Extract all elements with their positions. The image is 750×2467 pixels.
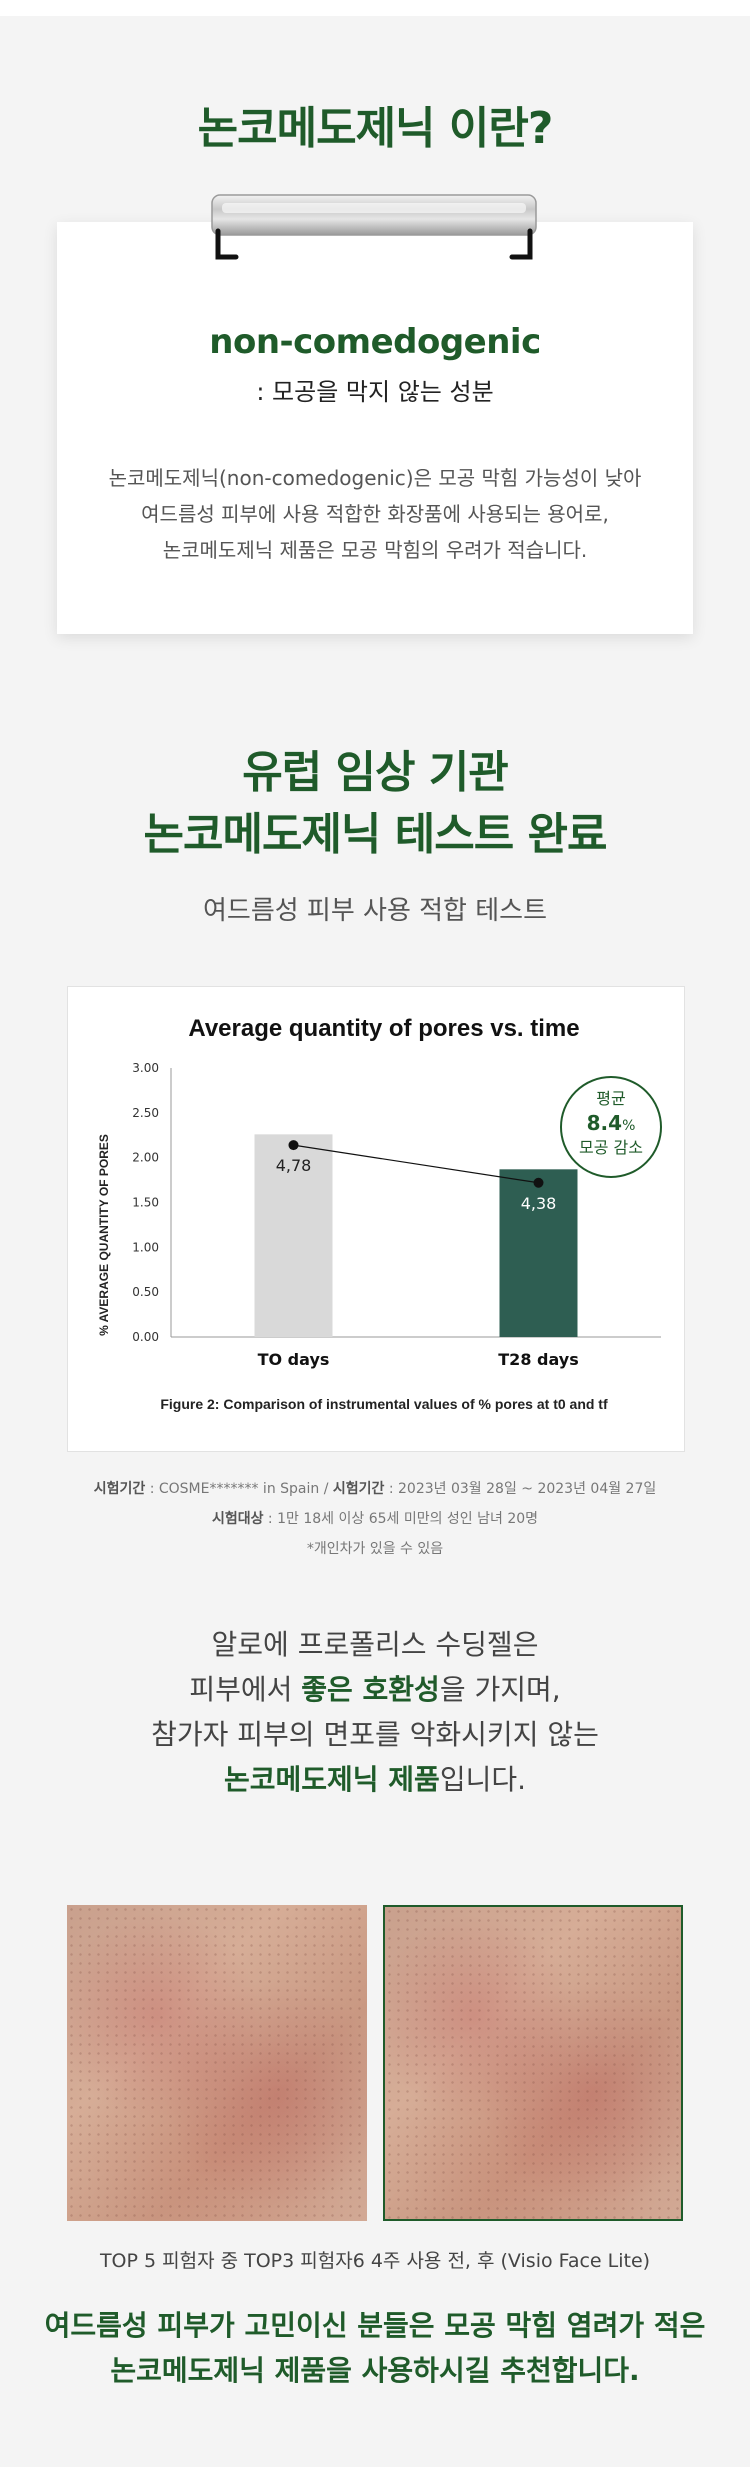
para-text: 을 가지며, bbox=[439, 1673, 561, 1706]
card-body-line: 논코메도제닉(non-comedogenic)은 모공 막힘 가능성이 낮아 bbox=[108, 466, 642, 490]
badge-unit: % bbox=[622, 1118, 635, 1134]
trend-line bbox=[293, 1144, 539, 1184]
section-subtitle: 여드름성 피부 사용 적합 테스트 bbox=[202, 896, 548, 926]
test-period-line: 시험기간 : COSME******* in Spain / 시험기간 : 20… bbox=[0, 1478, 750, 1498]
y-tick-label: 1.50 bbox=[132, 1196, 159, 1210]
card-body-line: 논코메도제닉 제품은 모공 막힘의 우려가 적습니다. bbox=[162, 538, 588, 562]
test-subject-line: 시험대상 : 1만 18세 이상 65세 미만의 성인 남녀 20명 bbox=[0, 1508, 750, 1528]
y-tick-label: 2.50 bbox=[132, 1106, 159, 1120]
reduction-badge: 평균 8.4% 모공 감소 bbox=[560, 1076, 662, 1178]
before-photo bbox=[67, 1905, 367, 2221]
meta-value: : 1만 18세 이상 65세 미만의 성인 남녀 20명 bbox=[263, 1511, 539, 1527]
y-tick-label: 2.00 bbox=[132, 1151, 159, 1165]
meta-label: 시험기간 bbox=[93, 1481, 146, 1497]
badge-subtext: 모공 감소 bbox=[579, 1138, 643, 1157]
x-tick-label: TO days bbox=[258, 1350, 330, 1369]
bar bbox=[499, 1169, 578, 1337]
section-title: 논코메도제닉 이란? bbox=[197, 103, 554, 154]
section-title-2: 유럽 임상 기관 논코메도제닉 테스트 완료 bbox=[0, 742, 750, 866]
data-label: 4,38 bbox=[521, 1194, 557, 1213]
meta-value: : COSME******* in Spain / bbox=[145, 1481, 333, 1497]
binder-clip-icon bbox=[211, 194, 537, 260]
para-line: 참가자 피부의 면포를 악화시키지 않는 bbox=[151, 1718, 599, 1751]
para-text: 피부에서 bbox=[189, 1673, 302, 1706]
data-label: 4,78 bbox=[276, 1156, 312, 1175]
para-text: 입니다. bbox=[439, 1763, 527, 1796]
x-tick-label: T28 days bbox=[498, 1350, 578, 1369]
trend-point bbox=[533, 1177, 544, 1188]
para-highlight: 논코메도제닉 제품 bbox=[223, 1763, 440, 1796]
chart-caption: Figure 2: Comparison of instrumental val… bbox=[160, 1396, 608, 1412]
photo-caption: TOP 5 피험자 중 TOP3 피험자6 4주 사용 전, 후 (Visio … bbox=[99, 2250, 651, 2272]
card-heading: non-comedogenic bbox=[209, 322, 541, 362]
card-body: 논코메도제닉(non-comedogenic)은 모공 막힘 가능성이 낮아 여… bbox=[87, 460, 663, 568]
card-subheading: : 모공을 막지 않는 성분 bbox=[256, 378, 494, 406]
chart-title: Average quantity of pores vs. time bbox=[188, 1015, 579, 1042]
trend-point bbox=[288, 1140, 299, 1151]
y-tick-label: 0.00 bbox=[132, 1330, 159, 1344]
badge-label: 평균 bbox=[596, 1089, 625, 1108]
para-line: 알로에 프로폴리스 수딩젤은 bbox=[211, 1628, 539, 1661]
definition-card: non-comedogenic : 모공을 막지 않는 성분 논코메도제닉(no… bbox=[57, 222, 693, 634]
closing-line: 여드름성 피부가 고민이신 분들은 모공 막힘 염려가 적은 bbox=[44, 2309, 706, 2342]
para-highlight: 좋은 호환성 bbox=[301, 1673, 440, 1706]
y-axis-label: % AVERAGE QUANTITY OF PORES bbox=[97, 1134, 111, 1336]
closing-recommendation: 여드름성 피부가 고민이신 분들은 모공 막힘 염려가 적은 논코메도제닉 제품… bbox=[0, 2303, 750, 2393]
meta-label: 시험기간 bbox=[332, 1481, 385, 1497]
bar bbox=[254, 1134, 333, 1337]
meta-value: : 2023년 03월 28일 ~ 2023년 04월 27일 bbox=[384, 1481, 657, 1497]
after-photo bbox=[383, 1905, 683, 2221]
title-line: 유럽 임상 기관 bbox=[242, 747, 509, 798]
chart-container: Average quantity of pores vs. time % AVE… bbox=[67, 986, 685, 1452]
para-line: 논코메도제닉 제품입니다. bbox=[0, 1757, 750, 1802]
title-line: 논코메도제닉 테스트 완료 bbox=[143, 809, 608, 860]
badge-number: 8.4 bbox=[587, 1111, 622, 1135]
pores-chart: Average quantity of pores vs. time % AVE… bbox=[97, 1015, 662, 1412]
y-tick-label: 0.50 bbox=[132, 1285, 159, 1299]
y-tick-label: 1.00 bbox=[132, 1240, 159, 1254]
badge-value: 8.4% bbox=[587, 1111, 636, 1135]
card-body-line: 여드름성 피부에 사용 적합한 화장품에 사용되는 용어로, bbox=[141, 502, 609, 526]
closing-line: 논코메도제닉 제품을 사용하시길 추천합니다. bbox=[110, 2354, 640, 2387]
summary-paragraph: 알로에 프로폴리스 수딩젤은 피부에서 좋은 호환성을 가지며, 참가자 피부의… bbox=[0, 1622, 750, 1802]
disclaimer-note: *개인차가 있을 수 있음 bbox=[306, 1541, 444, 1557]
para-line: 피부에서 좋은 호환성을 가지며, bbox=[0, 1667, 750, 1712]
meta-label: 시험대상 bbox=[211, 1511, 264, 1527]
y-tick-label: 3.00 bbox=[132, 1061, 159, 1075]
top-band bbox=[0, 0, 750, 16]
